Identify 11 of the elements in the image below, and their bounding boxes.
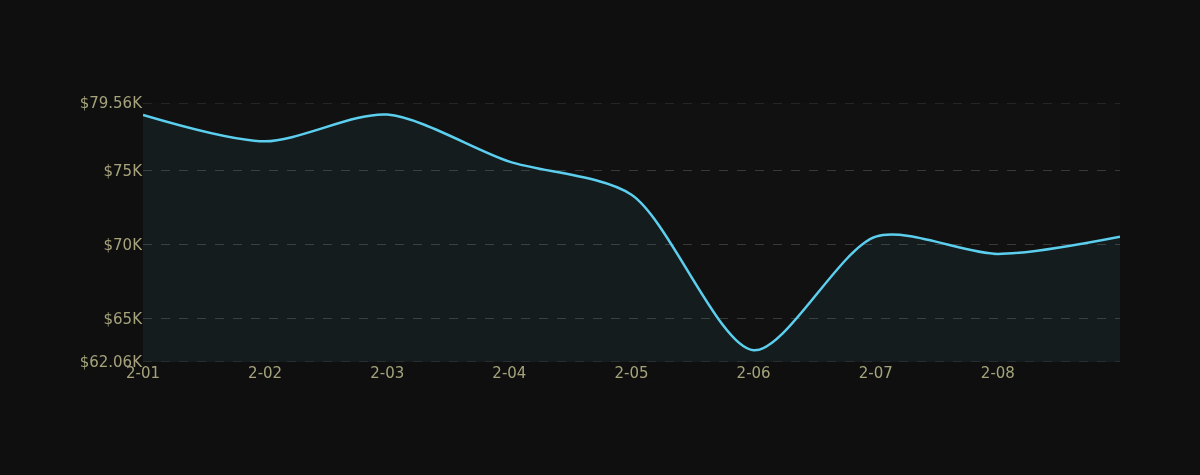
y-tick-label: $75K	[103, 161, 144, 180]
x-tick-label: 2-05	[614, 364, 649, 382]
y-tick-label: $65K	[103, 309, 144, 328]
y-tick-label: $70K	[103, 235, 144, 254]
x-tick-label: 2-08	[980, 364, 1015, 382]
x-tick-label: 2-07	[858, 364, 893, 382]
x-tick-label: 2-02	[248, 364, 283, 382]
x-tick-label: 2-06	[736, 364, 771, 382]
x-tick-label: 2-03	[370, 364, 405, 382]
y-tick-label: $79.56K	[79, 94, 144, 113]
x-tick-label: 2-04	[492, 364, 527, 382]
